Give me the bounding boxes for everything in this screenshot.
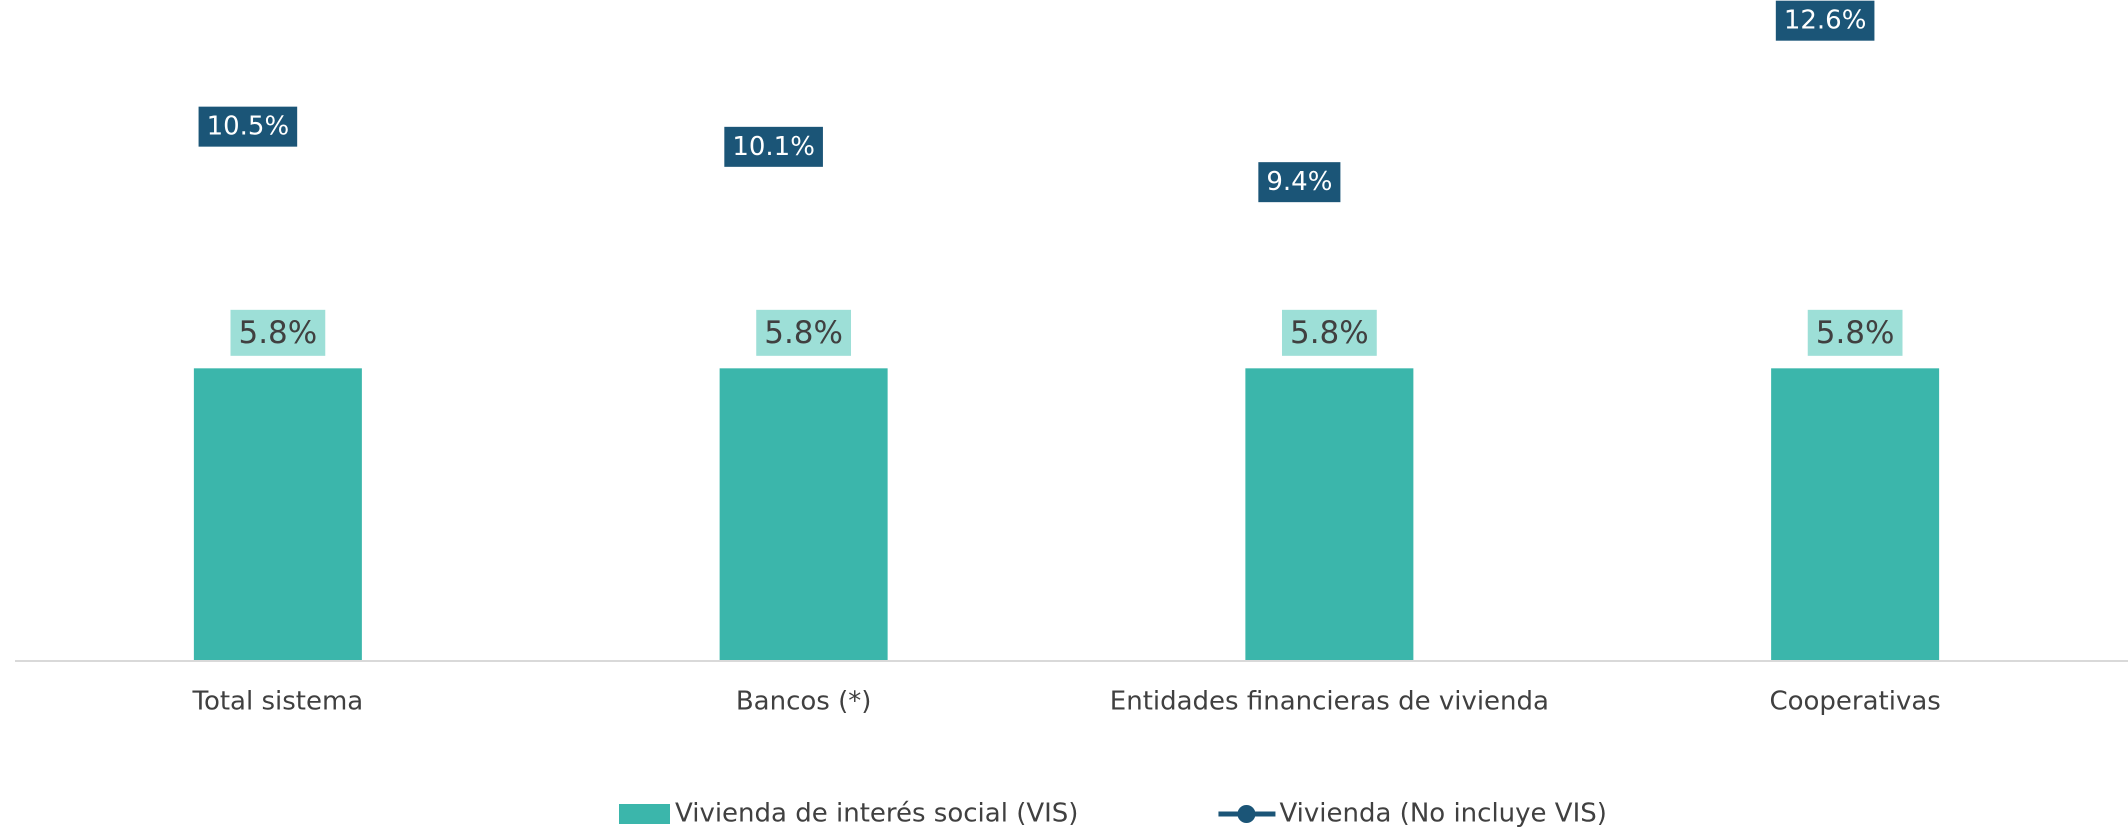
data-label-text: 10.5% <box>207 112 290 142</box>
data-label-text: 5.8% <box>238 315 317 351</box>
data-label: 9.4% <box>1258 162 1341 203</box>
data-label-text: 5.8% <box>1290 315 1369 351</box>
data-label-bg <box>756 309 852 356</box>
data-label-text: 9.4% <box>1266 167 1332 197</box>
data-label: 10.1% <box>724 126 823 167</box>
x-tick-label: Bancos (*) <box>736 687 872 717</box>
data-label: 5.8% <box>756 309 852 356</box>
data-label: 10.5% <box>198 106 298 147</box>
legend-marker <box>1237 805 1256 823</box>
data-label-text: 5.8% <box>764 315 843 351</box>
data-label: 5.8% <box>230 309 326 356</box>
data-label-bg <box>198 106 298 147</box>
legend-label: Vivienda (No incluye VIS) <box>1279 799 1606 829</box>
data-label: 12.6% <box>1775 0 1875 41</box>
data-label: 5.8% <box>1807 309 1903 356</box>
x-tick-label: Cooperativas <box>1769 687 1940 717</box>
legend-label: Vivienda de interés social (VIS) <box>675 799 1078 829</box>
data-label: 5.8% <box>1281 309 1377 356</box>
legend-swatch <box>619 804 670 824</box>
data-label-bg <box>230 309 326 356</box>
data-label-bg <box>1281 309 1377 356</box>
data-label-text: 10.1% <box>732 132 815 162</box>
x-tick-label: Entidades financieras de vivienda <box>1110 687 1549 717</box>
bar <box>1771 368 1940 661</box>
data-label-bg <box>724 126 823 167</box>
data-label-bg <box>1775 0 1875 41</box>
x-tick-label: Total sistema <box>191 687 363 717</box>
bar <box>193 368 362 661</box>
data-label-bg <box>1807 309 1903 356</box>
data-label-text: 5.8% <box>1816 315 1895 351</box>
data-label-bg <box>1258 162 1341 203</box>
data-label-text: 12.6% <box>1784 6 1867 36</box>
bar <box>719 368 888 661</box>
bar <box>1245 368 1414 661</box>
